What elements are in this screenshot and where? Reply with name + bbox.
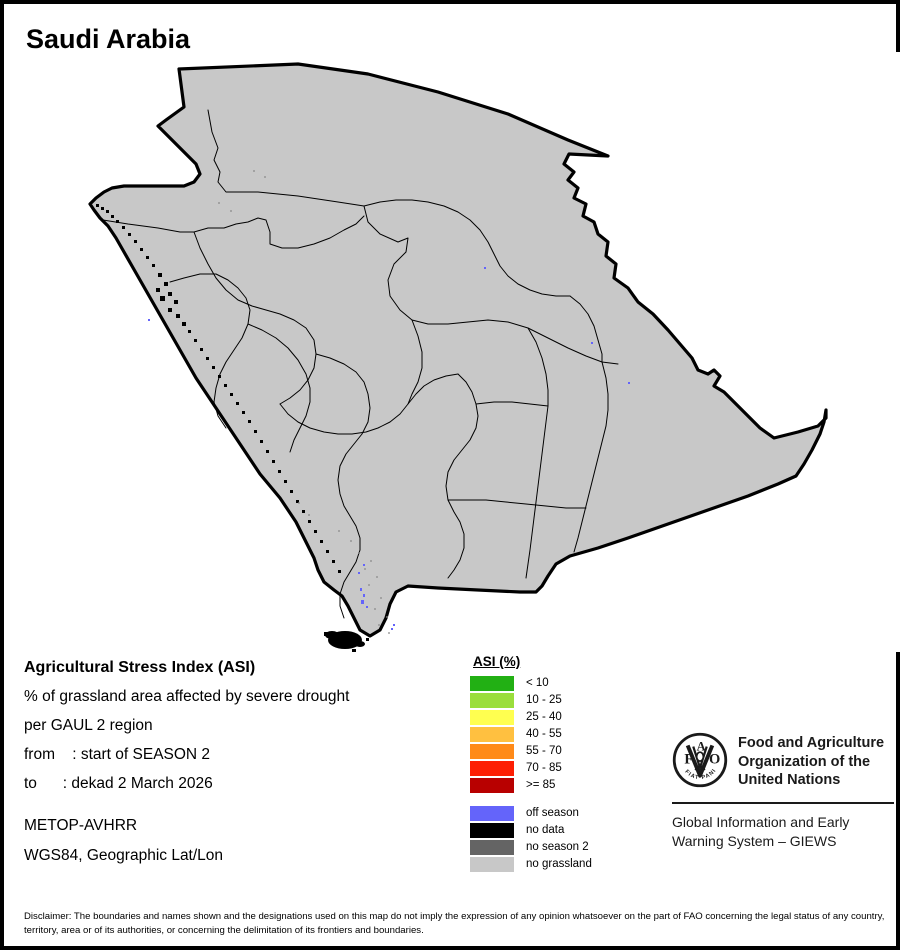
legend-swatch	[470, 744, 514, 759]
info-heading: Agricultural Stress Index (ASI)	[24, 659, 256, 676]
legend-swatch	[470, 693, 514, 708]
fao-divider	[672, 801, 894, 804]
legend-label: >= 85	[526, 778, 556, 791]
disclaimer: Disclaimer: The boundaries and names sho…	[24, 911, 885, 936]
svg-text:A: A	[697, 739, 706, 753]
info-block: Agricultural Stress Index (ASI) % of gra…	[24, 659, 454, 877]
country-outline-saudi-arabia[interactable]	[88, 62, 828, 638]
legend-item-70-85[interactable]: 70 - 85	[470, 760, 660, 777]
legend-swatch	[470, 840, 514, 855]
legend-swatch	[470, 823, 514, 838]
legend-item-gte85[interactable]: >= 85	[470, 777, 660, 794]
legend-label: 25 - 40	[526, 710, 562, 723]
legend-label: < 10	[526, 676, 549, 689]
legend-swatch	[470, 710, 514, 725]
legend: ASI (%) < 10 10 - 25 25 - 40 40 - 55 55 …	[470, 654, 660, 873]
fao-org-line-3: United Nations	[738, 772, 841, 789]
info-spacer	[24, 804, 454, 817]
legend-swatch	[470, 857, 514, 872]
legend-label: off season	[526, 806, 579, 819]
info-projection: WGS84, Geographic Lat/Lon	[24, 847, 224, 864]
legend-swatch	[470, 778, 514, 793]
region-boundaries	[102, 109, 619, 619]
legend-swatch	[470, 806, 514, 821]
fao-org-name: Food and Agriculture Organization of the…	[738, 732, 884, 790]
saudi-arabia-map[interactable]	[8, 52, 900, 652]
legend-item-10-25[interactable]: 10 - 25	[470, 692, 660, 709]
fao-org-line-1: Food and Agriculture	[738, 735, 885, 751]
legend-label: no season 2	[526, 840, 589, 853]
legend-swatch	[470, 727, 514, 742]
legend-label: 10 - 25	[526, 693, 562, 706]
info-line-from: from : start of SEASON 2	[24, 746, 211, 763]
fao-org-line-2: Organization of the	[738, 753, 871, 770]
legend-item-lt10[interactable]: < 10	[470, 675, 660, 692]
legend-item-off-season[interactable]: off season	[470, 805, 660, 822]
legend-label: 40 - 55	[526, 727, 562, 740]
no-data-patch	[324, 631, 369, 652]
legend-swatch	[470, 676, 514, 691]
map-pixel-noise	[218, 170, 390, 634]
legend-item-no-data[interactable]: no data	[470, 822, 660, 839]
info-line-1: % of grassland area affected by severe d…	[24, 688, 350, 705]
info-line-2: per GAUL 2 region	[24, 717, 153, 734]
legend-item-55-70[interactable]: 55 - 70	[470, 743, 660, 760]
page-title: Saudi Arabia	[26, 24, 191, 54]
map-canvas[interactable]	[8, 52, 900, 652]
legend-label: no data	[526, 823, 565, 836]
legend-swatch	[470, 761, 514, 776]
legend-item-25-40[interactable]: 25 - 40	[470, 709, 660, 726]
legend-item-no-grassland[interactable]: no grassland	[470, 856, 660, 873]
legend-gap	[470, 794, 660, 805]
info-line-to: to : dekad 2 March 2026	[24, 775, 213, 792]
svg-text:F: F	[684, 751, 693, 767]
legend-label: no grassland	[526, 857, 592, 870]
fao-branding: F A O FIAT PANIS Food and Agriculture Or…	[670, 728, 896, 851]
fao-logo-icon: F A O FIAT PANIS	[670, 728, 728, 788]
svg-text:O: O	[709, 751, 720, 767]
legend-item-no-season-2[interactable]: no season 2	[470, 839, 660, 856]
giews-line-1: Global Information and Early	[672, 813, 850, 830]
giews-line-2: Warning System – GIEWS	[672, 832, 837, 849]
info-sensor: METOP-AVHRR	[24, 817, 138, 834]
legend-title: ASI (%)	[473, 654, 521, 669]
legend-item-40-55[interactable]: 40 - 55	[470, 726, 660, 743]
giews-name: Global Information and Early Warning Sys…	[672, 813, 896, 851]
legend-label: 70 - 85	[526, 761, 562, 774]
off-season-pixels	[148, 267, 630, 630]
legend-label: 55 - 70	[526, 744, 562, 757]
